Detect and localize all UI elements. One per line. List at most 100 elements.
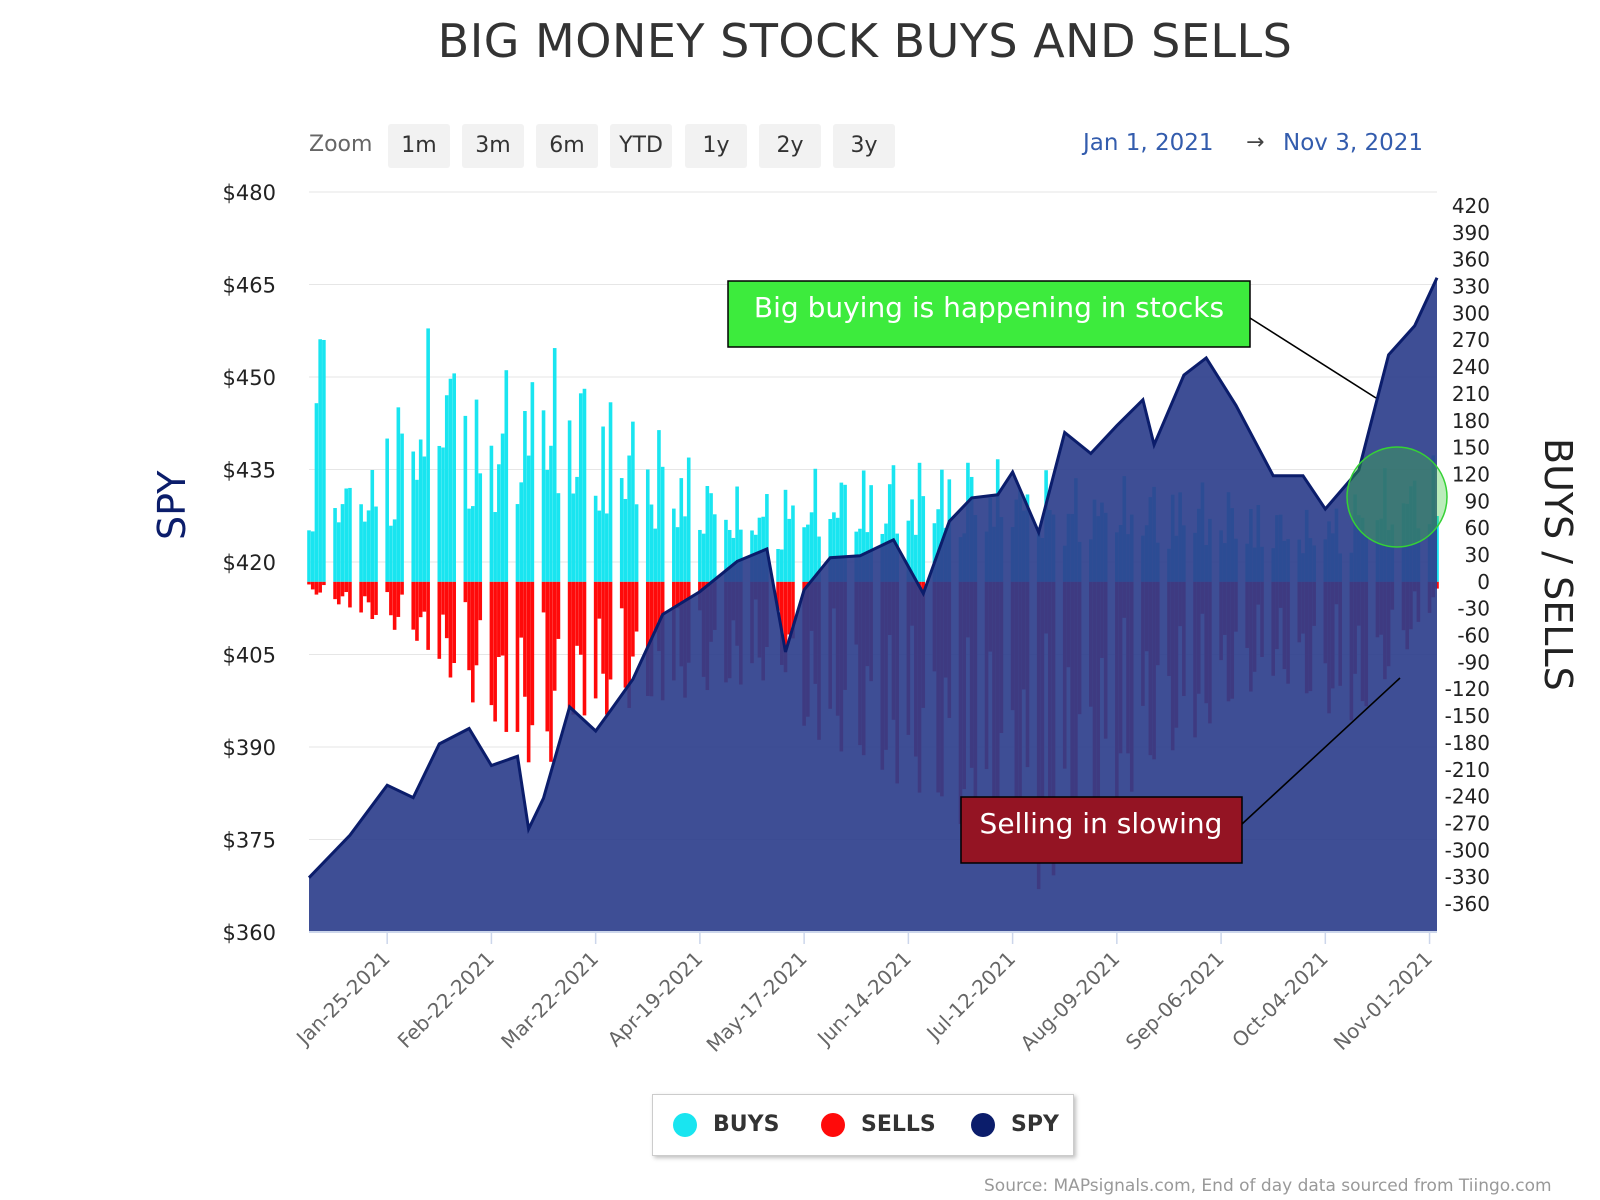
legend-dot-spy <box>971 1113 995 1137</box>
spy-line <box>307 277 1439 879</box>
sells-bar <box>340 581 345 597</box>
buys-bar <box>489 445 494 582</box>
right-tick-label: 120 <box>1452 462 1490 486</box>
sells-bar <box>366 581 371 603</box>
buys-bar <box>385 438 389 582</box>
buys-bar <box>660 466 665 582</box>
buys-bar <box>936 509 940 582</box>
sells-bar <box>363 581 367 597</box>
buys-bar <box>348 487 352 582</box>
buys-bar <box>605 513 609 582</box>
highlight-circle <box>1346 446 1448 548</box>
sells-bar <box>575 581 579 646</box>
buying-annotation-text: Big buying is happening in stocks <box>754 291 1224 324</box>
buys-bar <box>731 537 736 582</box>
sells-bar <box>526 581 531 763</box>
zoom-2y-button[interactable]: 2y <box>759 124 821 168</box>
buys-bar <box>478 473 483 582</box>
sells-bar <box>776 581 780 611</box>
zoom-ytd-button[interactable]: YTD <box>610 124 672 168</box>
sells-bar <box>463 581 468 603</box>
sells-bar <box>515 581 520 732</box>
buys-bar <box>519 482 523 582</box>
x-tick-label: May-17-2021 <box>702 947 812 1057</box>
buys-bar <box>828 518 832 582</box>
buys-bar <box>776 548 780 582</box>
buys-bar <box>735 486 739 582</box>
sells-bar <box>415 581 419 641</box>
buys-bar <box>441 447 445 582</box>
zoom-3y-button[interactable]: 3y <box>833 124 895 168</box>
left-tick-label: $375 <box>223 829 276 853</box>
sells-bar <box>571 581 576 715</box>
sells-bar <box>359 581 363 613</box>
range-start-input[interactable]: Jan 1, 2021 <box>1083 130 1214 156</box>
buys-bar <box>359 504 363 582</box>
buys-bar <box>400 433 404 582</box>
zoom-label: Zoom <box>309 132 373 157</box>
spy-area-fill <box>309 277 1437 932</box>
sells-bar <box>348 581 352 608</box>
buys-bar <box>679 478 684 582</box>
buys-bar <box>739 529 743 582</box>
sells-bar <box>314 581 319 595</box>
buys-bar <box>645 469 650 582</box>
buys-bar <box>392 519 397 582</box>
sells-bar <box>627 581 631 708</box>
right-tick-label: 330 <box>1452 275 1490 299</box>
buys-bar <box>437 445 442 582</box>
selling-annotation-line <box>1241 677 1401 825</box>
sells-bar <box>519 581 523 638</box>
zoom-1m-button[interactable]: 1m <box>388 124 450 168</box>
legend-label-buys: BUYS <box>713 1112 780 1137</box>
buys-bar <box>932 523 937 582</box>
buys-bar <box>582 388 587 582</box>
chart-title: BIG MONEY STOCK BUYS AND SELLS <box>437 14 1293 68</box>
spy-area <box>307 277 1439 933</box>
sells-bar <box>389 581 393 616</box>
zoom-6m-button[interactable]: 6m <box>536 124 598 168</box>
right-tick-label: -210 <box>1445 758 1490 782</box>
buys-bar <box>370 469 375 582</box>
sells-bar <box>385 581 389 593</box>
sells-bar <box>467 581 471 671</box>
sells-bar <box>631 581 635 657</box>
buys-bar <box>500 433 505 582</box>
left-tick-label: $360 <box>223 921 276 945</box>
buys-bar <box>649 504 654 582</box>
legend: BUYS SELLS SPY <box>652 1094 1074 1156</box>
buys-bar <box>526 455 531 582</box>
buys-bar <box>914 534 918 582</box>
zoom-1y-button[interactable]: 1y <box>685 124 747 168</box>
right-tick-label: 300 <box>1452 301 1490 325</box>
buys-bar <box>832 512 836 582</box>
buys-bar <box>463 415 468 582</box>
right-tick-label: -180 <box>1445 731 1490 755</box>
left-tick-label: $420 <box>223 551 276 575</box>
buys-bar <box>813 468 818 582</box>
buys-bar <box>910 499 914 582</box>
x-tick-label: Oct-04-2021 <box>1227 947 1333 1053</box>
x-tick-label: Aug-09-2021 <box>1016 947 1125 1056</box>
zoom-3m-button[interactable]: 3m <box>462 124 524 168</box>
buys-bar <box>333 508 337 582</box>
sells-bar <box>653 581 658 633</box>
right-tick-label: 90 <box>1465 489 1490 513</box>
sells-bar <box>500 581 505 656</box>
buys-bar <box>765 494 769 582</box>
sells-bar <box>336 581 341 605</box>
sells-bar <box>452 581 456 664</box>
sells-bar <box>370 581 375 620</box>
buys-bar <box>556 493 561 582</box>
buys-bar <box>567 420 572 582</box>
buys-bar <box>891 465 896 582</box>
annotations: Big buying is happening in stocks Sellin… <box>727 280 1448 864</box>
buys-bar <box>623 498 628 582</box>
buys-bar <box>608 402 613 582</box>
buys-bar <box>683 516 687 582</box>
right-tick-label: -30 <box>1457 597 1490 621</box>
right-tick-label: 240 <box>1452 355 1490 379</box>
range-end-input[interactable]: Nov 3, 2021 <box>1283 130 1423 156</box>
x-tick-label: Feb-22-2021 <box>393 947 499 1053</box>
